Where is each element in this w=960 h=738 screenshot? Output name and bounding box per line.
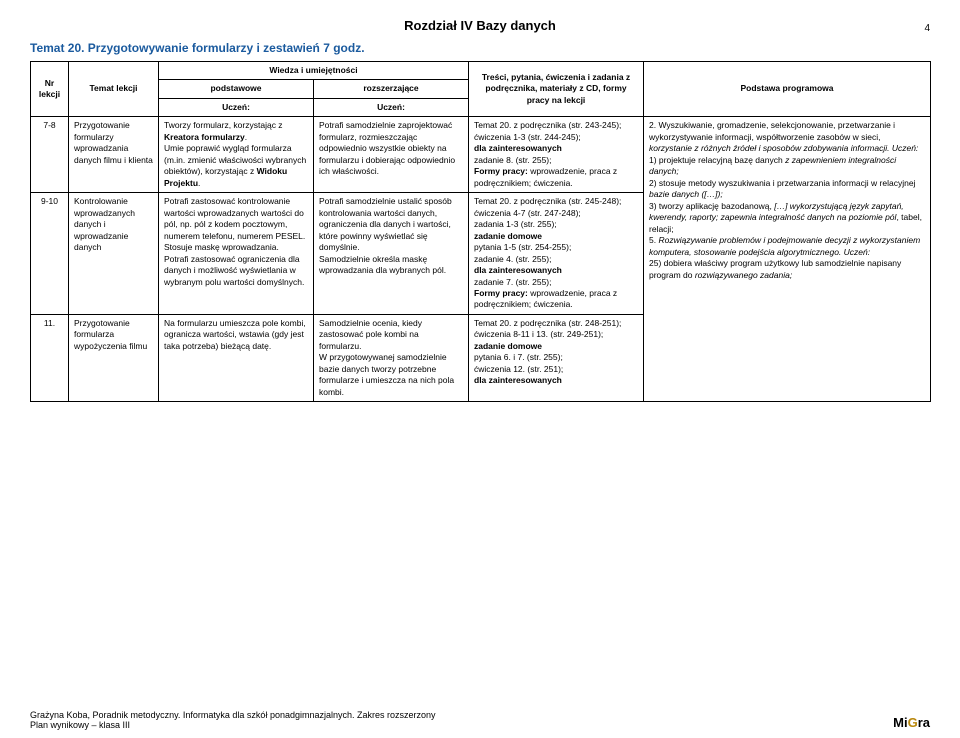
footer: Grażyna Koba, Poradnik metodyczny. Infor… xyxy=(30,710,930,730)
cell-nr: 7-8 xyxy=(31,117,69,193)
cell-temat: Przygotowanie formularza wypożyczenia fi… xyxy=(69,314,159,401)
header-podstawa: Podstawa programowa xyxy=(644,62,931,117)
cell-ext: Samodzielnie ocenia, kiedy zastosować po… xyxy=(314,314,469,401)
page-number: 4 xyxy=(924,23,930,34)
cell-temat: Kontrolowanie wprowadzanych danych i wpr… xyxy=(69,193,159,315)
header-tresci: Treści, pytania, ćwiczenia i zadania z p… xyxy=(469,62,644,117)
logo: MiGra xyxy=(893,715,930,730)
table-row: 7-8 Przygotowanie formularzy wprowadzani… xyxy=(31,117,931,193)
header-nr: Nr lekcji xyxy=(31,62,69,117)
logo-mi: Mi xyxy=(893,715,907,730)
cell-nr: 9-10 xyxy=(31,193,69,315)
cell-ext: Potrafi samodzielnie ustalić sposób kont… xyxy=(314,193,469,315)
cell-ext: Potrafi samodzielnie zaprojektować formu… xyxy=(314,117,469,193)
cell-basic: Na formularzu umieszcza pole kombi, ogra… xyxy=(159,314,314,401)
lesson-table: Nr lekcji Temat lekcji Wiedza i umiejętn… xyxy=(30,61,931,402)
footer-line-1: Grażyna Koba, Poradnik metodyczny. Infor… xyxy=(30,710,930,720)
header-uczen-2: Uczeń: xyxy=(314,98,469,116)
header-rozszerzajace: rozszerzające xyxy=(314,80,469,98)
header-wiedza: Wiedza i umiejętności xyxy=(159,62,469,80)
footer-line-2: Plan wynikowy – klasa III xyxy=(30,720,930,730)
topic-title: Temat 20. Przygotowywanie formularzy i z… xyxy=(30,41,960,55)
cell-content: Temat 20. z podręcznika (str. 248-251);ć… xyxy=(469,314,644,401)
logo-ra: ra xyxy=(918,715,930,730)
cell-basic: Potrafi zastosować kontrolowanie wartośc… xyxy=(159,193,314,315)
logo-g: G xyxy=(908,715,918,730)
chapter-title: Rozdział IV Bazy danych xyxy=(0,18,960,33)
header-uczen-1: Uczeń: xyxy=(159,98,314,116)
cell-basic: Tworzy formularz, korzystając z Kreatora… xyxy=(159,117,314,193)
header-temat: Temat lekcji xyxy=(69,62,159,117)
cell-content: Temat 20. z podręcznika (str. 243-245);ć… xyxy=(469,117,644,193)
header-podstawowe: podstawowe xyxy=(159,80,314,98)
cell-content: Temat 20. z podręcznika (str. 245-248);ć… xyxy=(469,193,644,315)
cell-program: 2. Wyszukiwanie, gromadzenie, selekcjono… xyxy=(644,117,931,402)
cell-nr: 11. xyxy=(31,314,69,401)
table-row: Nr lekcji Temat lekcji Wiedza i umiejętn… xyxy=(31,62,931,80)
cell-temat: Przygotowanie formularzy wprowadzania da… xyxy=(69,117,159,193)
